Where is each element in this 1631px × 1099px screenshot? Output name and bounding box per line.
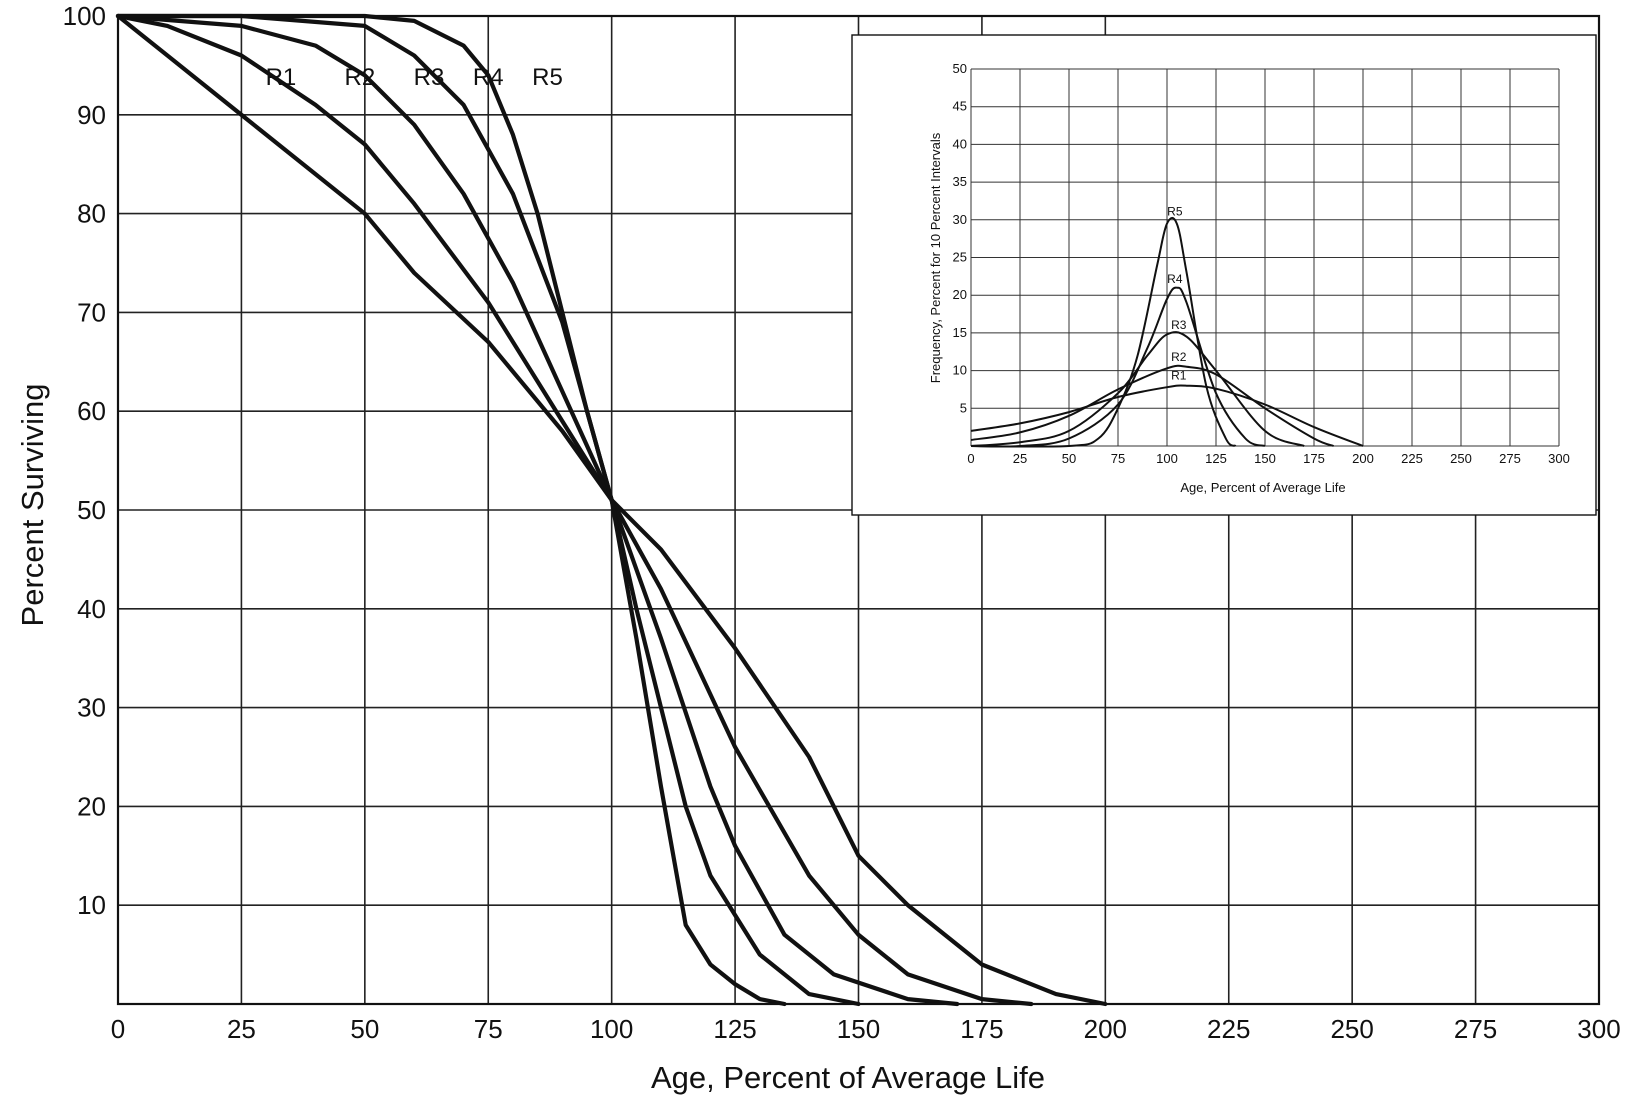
main-curve-labels: R1 R2 R3 R4 R5 <box>266 64 563 91</box>
inset-x-axis-title: Age, Percent of Average Life <box>1180 480 1345 495</box>
inset-x-tick-label: 200 <box>1352 451 1374 466</box>
main-y-tick-label: 70 <box>77 297 106 327</box>
inset-x-tick-label: 275 <box>1499 451 1521 466</box>
inset-x-tick-label: 75 <box>1111 451 1125 466</box>
inset-x-tick-label: 0 <box>967 451 974 466</box>
inset-curve-labels: R1 R2 R3 R4 R5 <box>1167 204 1187 382</box>
main-plot-frame <box>116 14 1601 1006</box>
inset-y-tick-label: 5 <box>960 400 967 415</box>
main-x-tick-label: 50 <box>350 1014 379 1044</box>
main-x-tick-label: 150 <box>837 1014 880 1044</box>
main-curve-label-r2: R2 <box>345 64 376 91</box>
main-x-tick-label: 25 <box>227 1014 256 1044</box>
inset-y-tick-label: 20 <box>953 287 967 302</box>
inset-curve-label-r4: R4 <box>1167 272 1183 286</box>
main-y-tick-label: 50 <box>77 495 106 525</box>
main-x-tick-label: 225 <box>1207 1014 1250 1044</box>
main-y-tick-label: 80 <box>77 199 106 229</box>
main-curve-r5 <box>115 13 787 1007</box>
main-curve-label-r3: R3 <box>414 64 445 91</box>
main-y-tick-label: 10 <box>77 890 106 920</box>
main-y-tick-label: 90 <box>77 100 106 130</box>
inset-frequency-chart: 0 25 50 75 100 125 150 175 200 225 250 275 300 5 10 15… <box>851 34 1597 516</box>
inset-curve-label-r2: R2 <box>1171 350 1187 364</box>
main-y-tick-label: 100 <box>63 1 106 31</box>
inset-curve-r2 <box>970 364 1334 447</box>
main-curve-r3 <box>115 13 960 1007</box>
main-curve-label-r4: R4 <box>473 64 504 91</box>
main-curve-label-r5: R5 <box>532 64 563 91</box>
inset-curve-r4 <box>970 286 1266 448</box>
main-y-tick-label: 30 <box>77 693 106 723</box>
inset-y-axis-title: Frequency, Percent for 10 Percent Interv… <box>928 132 943 383</box>
inset-x-tick-labels: 0 25 50 75 100 125 150 175 200 225 250 275 300 <box>967 451 1569 466</box>
inset-y-tick-label: 45 <box>953 99 967 114</box>
main-survivor-curves <box>115 13 1108 1007</box>
inset-curve-label-r3: R3 <box>1171 318 1187 332</box>
inset-x-tick-label: 125 <box>1205 451 1227 466</box>
inset-x-tick-label: 300 <box>1548 451 1570 466</box>
main-x-tick-label: 300 <box>1577 1014 1620 1044</box>
inset-y-tick-label: 40 <box>953 136 967 151</box>
inset-x-tick-label: 150 <box>1254 451 1276 466</box>
main-x-tick-labels: 0 25 50 75 100 125 150 175 200 225 250 275 300 <box>111 1014 1621 1044</box>
main-curve-label-r1: R1 <box>266 64 297 91</box>
inset-frequency-curves <box>970 216 1364 448</box>
main-x-tick-label: 0 <box>111 1014 125 1044</box>
inset-y-tick-label: 35 <box>953 174 967 189</box>
main-curve-r4 <box>115 13 861 1007</box>
main-y-tick-label: 60 <box>77 396 106 426</box>
main-x-tick-label: 250 <box>1330 1014 1373 1044</box>
main-y-tick-labels: 10 20 30 40 50 60 70 80 90 100 <box>63 1 106 920</box>
inset-x-tick-label: 175 <box>1303 451 1325 466</box>
inset-x-tick-label: 225 <box>1401 451 1423 466</box>
main-curve-r2 <box>115 13 1034 1007</box>
inset-curve-r5 <box>970 216 1237 448</box>
inset-x-tick-label: 25 <box>1013 451 1027 466</box>
inset-y-tick-label: 30 <box>953 212 967 227</box>
main-y-tick-label: 20 <box>77 791 106 821</box>
inset-curve-label-r1: R1 <box>1171 369 1187 383</box>
inset-y-tick-label: 10 <box>953 363 967 378</box>
main-x-tick-label: 75 <box>474 1014 503 1044</box>
inset-x-tick-label: 250 <box>1450 451 1472 466</box>
inset-x-tick-label: 100 <box>1156 451 1178 466</box>
inset-y-tick-label: 25 <box>953 250 967 265</box>
inset-y-tick-label: 50 <box>953 61 967 76</box>
inset-curve-label-r5: R5 <box>1167 204 1183 218</box>
inset-x-tick-label: 50 <box>1062 451 1076 466</box>
inset-y-tick-label: 15 <box>953 325 967 340</box>
main-x-tick-label: 275 <box>1454 1014 1497 1044</box>
inset-y-tick-labels: 5 10 15 20 25 30 35 40 45 50 <box>953 61 967 415</box>
main-y-tick-label: 40 <box>77 594 106 624</box>
main-x-tick-label: 125 <box>713 1014 756 1044</box>
main-y-axis-title: Percent Surviving <box>15 384 50 627</box>
inset-curve-r1 <box>970 384 1364 447</box>
inset-curve-r3 <box>970 331 1305 447</box>
main-x-tick-label: 100 <box>590 1014 633 1044</box>
main-x-tick-label: 200 <box>1084 1014 1127 1044</box>
main-x-axis-title: Age, Percent of Average Life <box>651 1060 1045 1095</box>
main-x-tick-label: 175 <box>960 1014 1003 1044</box>
